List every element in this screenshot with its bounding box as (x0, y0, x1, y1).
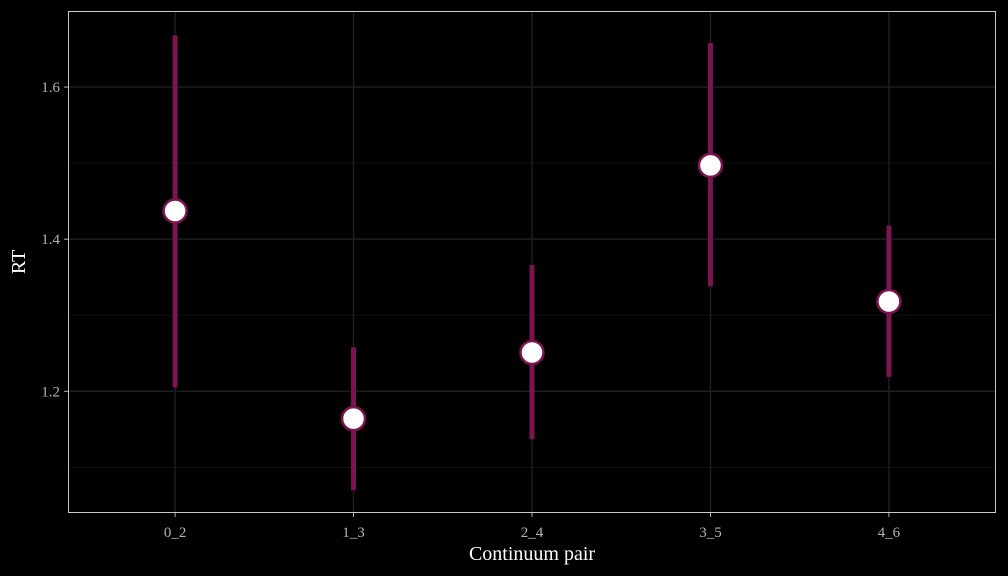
x-axis-title: Continuum pair (469, 543, 595, 565)
y-tick-label-1: 1.4 (41, 232, 60, 248)
x-tick-label-3_5: 3_5 (699, 525, 722, 541)
point-2_4 (519, 339, 545, 366)
y-tick-label-0: 1.2 (41, 384, 60, 400)
point-0_2 (162, 198, 188, 224)
x-tick-label-2_4: 2_4 (521, 525, 544, 541)
y-axis-title: RT (8, 250, 30, 274)
points (162, 152, 902, 432)
x-tick-label-4_6: 4_6 (878, 525, 901, 541)
x-tick-label-0_2: 0_2 (164, 525, 187, 541)
point-3_5 (697, 152, 724, 179)
panel-border (68, 11, 996, 513)
point-1_3 (340, 405, 367, 432)
point-4_6 (876, 288, 902, 315)
y-tick-label-2: 1.6 (41, 80, 60, 96)
y-axis-ticks: 1.2 1.4 1.6 (41, 80, 68, 400)
x-axis-ticks: 0_2 1_3 2_4 3_5 4_6 (164, 513, 901, 541)
x-tick-label-1_3: 1_3 (342, 525, 365, 541)
